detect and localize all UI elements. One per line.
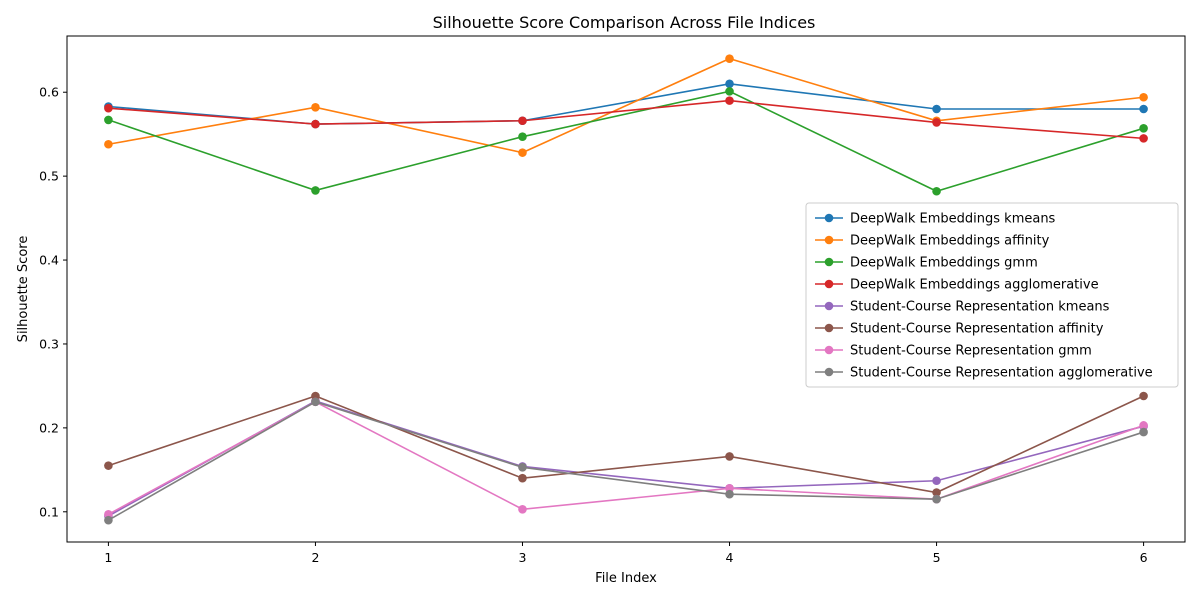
- legend-box: [805, 202, 1179, 388]
- y-tick-label: 0.6: [39, 85, 59, 100]
- axes-frame: [66, 35, 1186, 543]
- y-tick-label: 0.3: [39, 336, 59, 351]
- legend-swatch-marker: [824, 235, 834, 245]
- data-point: [725, 489, 734, 499]
- y-tick-label: 0.4: [39, 253, 59, 268]
- y-tick-label: 0.2: [39, 420, 59, 435]
- legend-item: Student-Course Representation affinity: [815, 322, 1104, 337]
- data-point: [518, 148, 527, 157]
- legend-item: DeepWalk Embeddings agglomerative: [815, 278, 1099, 293]
- data-point: [725, 79, 734, 89]
- series-line: [108, 395, 1144, 494]
- data-point: [104, 461, 113, 470]
- data-point: [311, 119, 320, 129]
- series-line: [108, 400, 1144, 516]
- x-tick-label: 4: [726, 550, 734, 565]
- x-tick-label: 1: [104, 550, 112, 565]
- legend-swatch-marker: [824, 301, 834, 311]
- x-tick-label: 2: [311, 550, 319, 565]
- x-tick-label: 5: [933, 550, 941, 565]
- legend-label: Student-Course Representation affinity: [850, 322, 1104, 337]
- data-point: [932, 118, 941, 127]
- data-point: [311, 103, 320, 112]
- series-line: [108, 83, 1144, 125]
- series-line: [108, 99, 1144, 140]
- data-point: [932, 186, 941, 196]
- data-point: [725, 483, 734, 493]
- data-point: [932, 488, 941, 497]
- data-point: [1139, 421, 1148, 430]
- data-point: [104, 510, 113, 519]
- series-2: [104, 54, 1148, 157]
- data-point: [1139, 124, 1148, 133]
- legend-label: DeepWalk Embeddings kmeans: [850, 212, 1056, 227]
- legend-swatch-marker: [824, 257, 834, 267]
- data-point: [518, 116, 527, 126]
- legend-label: Student-Course Representation kmeans: [850, 300, 1110, 315]
- series-8: [104, 397, 1148, 525]
- data-point: [518, 463, 527, 472]
- legend-swatch-marker: [824, 345, 834, 355]
- series-line: [108, 57, 1144, 154]
- data-point: [932, 104, 941, 114]
- series-4: [104, 96, 1148, 143]
- data-point: [311, 186, 320, 195]
- x-axis-label: File Index: [595, 571, 657, 586]
- plot-area: [104, 54, 1148, 525]
- legend-label: DeepWalk Embeddings gmm: [850, 256, 1038, 271]
- legend-swatch-marker: [824, 367, 834, 377]
- data-point: [725, 96, 734, 105]
- legend-item: Student-Course Representation gmm: [815, 344, 1092, 359]
- legend-label: DeepWalk Embeddings affinity: [850, 234, 1050, 249]
- data-point: [932, 494, 941, 504]
- x-tick-label: 3: [519, 550, 527, 565]
- data-point: [932, 476, 941, 486]
- series-line: [108, 400, 1144, 521]
- legend-label: Student-Course Representation agglomerat…: [850, 366, 1153, 381]
- data-point: [311, 391, 320, 401]
- axes: 1 2 3 4 5 6 0.1 0.2 0.3 0.4 0.5 0.6: [39, 35, 1186, 565]
- x-tick-label: 6: [1140, 550, 1148, 565]
- data-point: [104, 139, 113, 149]
- series-5: [104, 396, 1148, 521]
- series-7: [104, 397, 1148, 519]
- legend-label: Student-Course Representation gmm: [850, 344, 1092, 359]
- data-point: [1139, 427, 1148, 437]
- legend-item: DeepWalk Embeddings gmm: [815, 256, 1038, 271]
- legend-item: Student-Course Representation kmeans: [815, 300, 1110, 315]
- data-point: [725, 54, 734, 63]
- data-point: [1139, 134, 1148, 143]
- legend: DeepWalk Embeddings kmeans DeepWalk Embed…: [805, 202, 1179, 388]
- chart-title: Silhouette Score Comparison Across File …: [433, 13, 816, 32]
- legend-item: DeepWalk Embeddings affinity: [815, 234, 1050, 249]
- legend-item: DeepWalk Embeddings kmeans: [815, 212, 1056, 227]
- legend-label: DeepWalk Embeddings agglomerative: [850, 278, 1099, 293]
- legend-item: Student-Course Representation agglomerat…: [815, 366, 1153, 381]
- data-point: [1139, 104, 1148, 114]
- y-tick-label: 0.1: [39, 504, 59, 519]
- data-point: [104, 103, 113, 113]
- data-point: [104, 115, 113, 125]
- legend-swatch-marker: [824, 213, 834, 223]
- series-6: [104, 391, 1148, 497]
- series-3: [104, 87, 1148, 196]
- legend-swatch-marker: [824, 279, 834, 289]
- legend-swatch-marker: [824, 323, 834, 333]
- data-point: [725, 87, 734, 96]
- series-1: [104, 79, 1148, 129]
- y-tick-label: 0.5: [39, 169, 59, 184]
- series-line: [108, 90, 1144, 193]
- data-point: [518, 473, 527, 483]
- data-point: [518, 132, 527, 141]
- data-point: [518, 504, 527, 514]
- data-point: [1139, 391, 1148, 401]
- data-point: [104, 515, 113, 525]
- y-axis-label: Silhouette Score: [16, 236, 31, 343]
- data-point: [311, 397, 320, 407]
- data-point: [1139, 92, 1148, 102]
- data-point: [725, 452, 734, 461]
